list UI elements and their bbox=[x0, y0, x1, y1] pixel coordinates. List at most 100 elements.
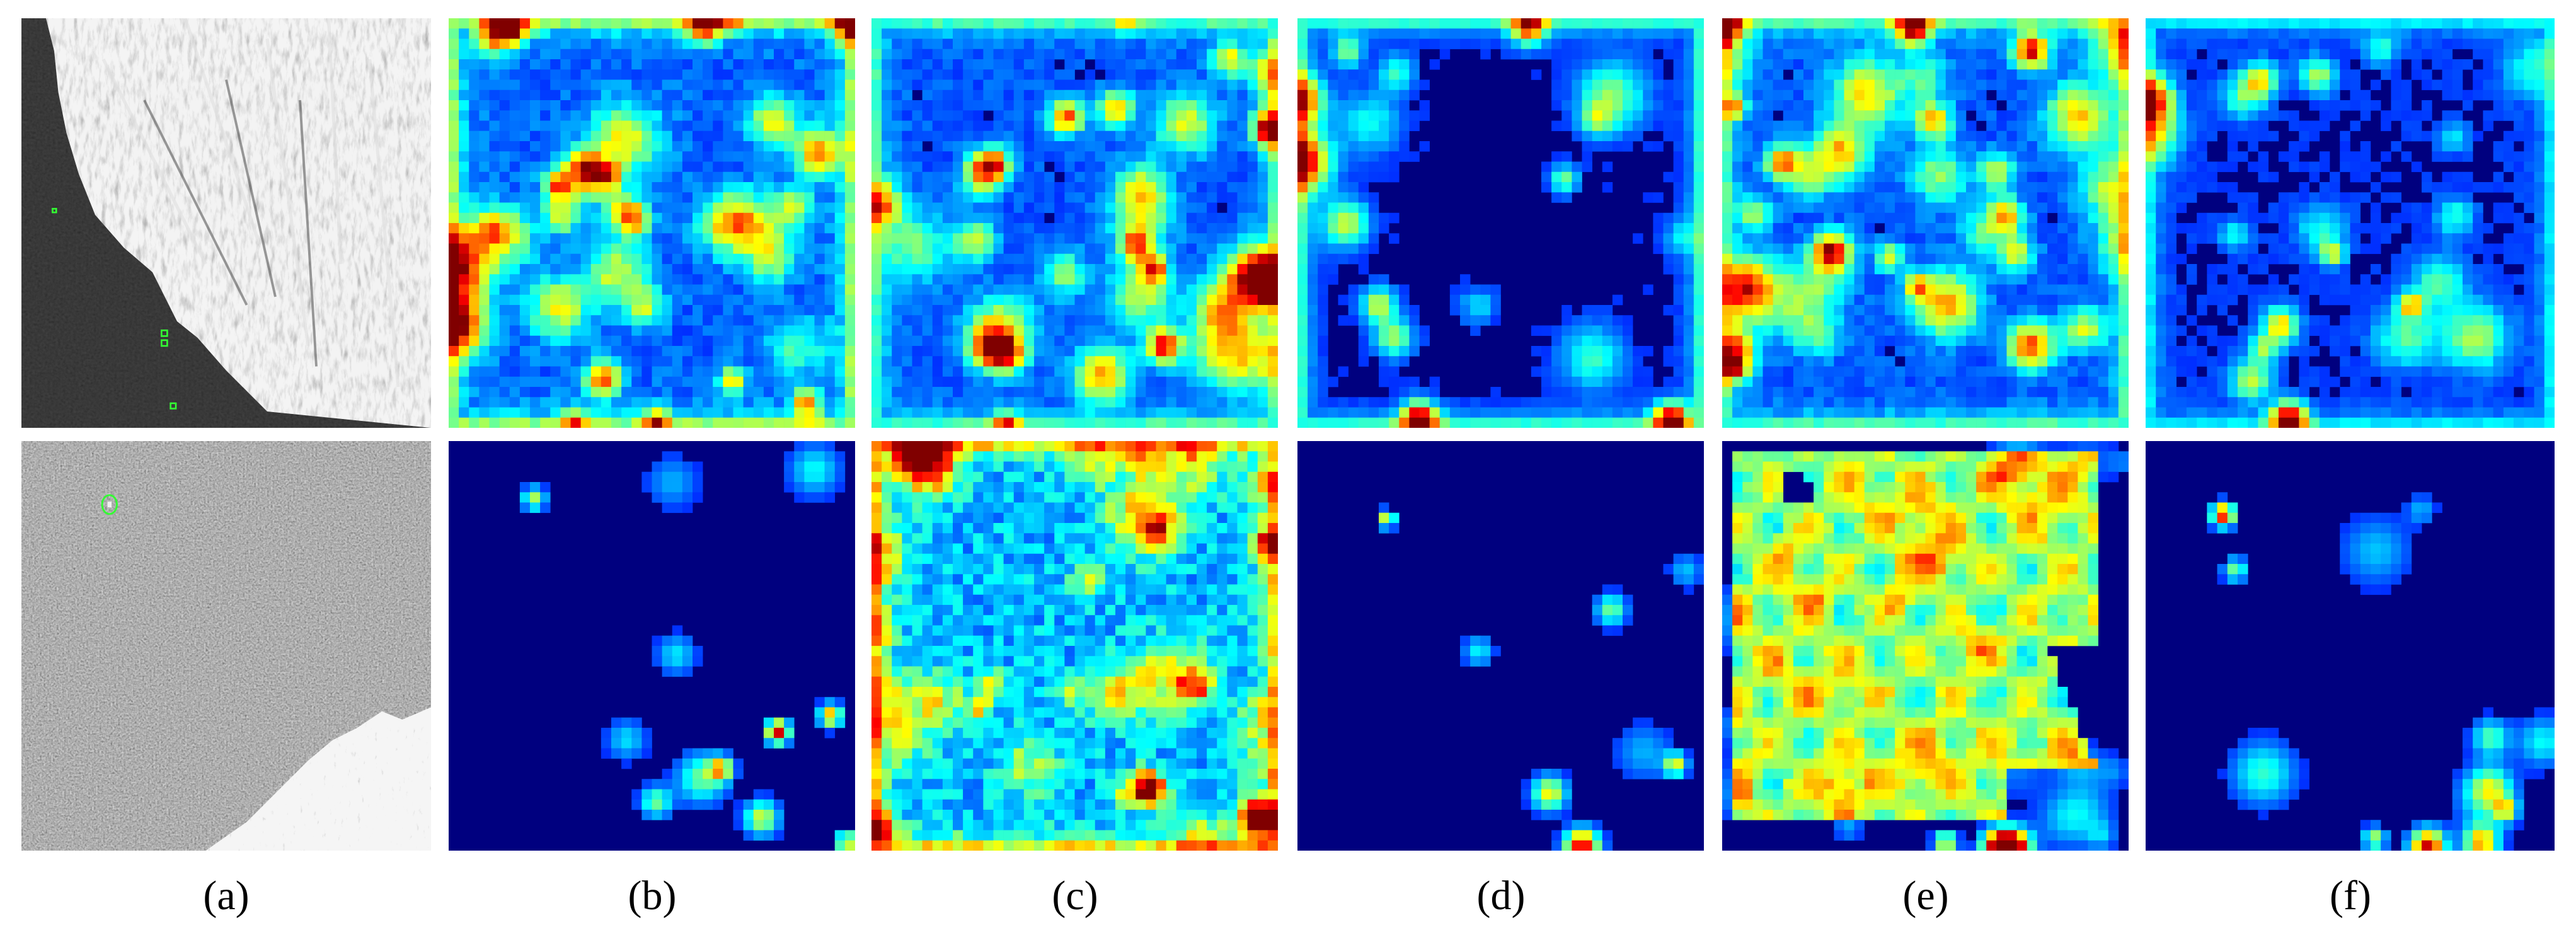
heatmap-cell bbox=[1257, 325, 1268, 336]
heatmap-cell bbox=[932, 397, 943, 408]
heatmap-cell bbox=[693, 49, 703, 60]
heatmap-cell bbox=[1561, 28, 1572, 39]
heatmap-cell bbox=[1864, 120, 1875, 132]
heatmap-cell bbox=[499, 100, 510, 111]
heatmap-cell bbox=[1379, 79, 1389, 91]
heatmap-cell bbox=[590, 356, 602, 367]
heatmap-cell bbox=[1783, 130, 1794, 142]
heatmap-cell bbox=[932, 28, 943, 39]
heatmap-cell bbox=[1297, 253, 1308, 265]
heatmap-cell bbox=[1054, 253, 1065, 265]
heatmap-cell bbox=[912, 376, 923, 388]
heatmap-cell bbox=[1693, 38, 1704, 50]
heatmap-cell bbox=[922, 346, 933, 357]
heatmap-cell bbox=[621, 28, 632, 39]
heatmap-cell bbox=[1541, 407, 1552, 418]
heatmap-cell bbox=[794, 212, 805, 224]
heatmap-cell bbox=[1095, 182, 1106, 193]
heatmap-cell bbox=[902, 417, 912, 428]
heatmap-cell bbox=[1976, 69, 1987, 80]
heatmap-cell bbox=[1044, 18, 1055, 29]
heatmap-cell bbox=[1592, 38, 1603, 50]
heatmap-cell bbox=[733, 141, 744, 152]
heatmap-cell bbox=[1267, 89, 1278, 101]
heatmap-cell bbox=[2027, 120, 2038, 132]
heatmap-cell bbox=[2078, 151, 2088, 162]
heatmap-cell bbox=[963, 59, 974, 70]
heatmap-cell bbox=[489, 130, 500, 142]
heatmap-cell bbox=[1217, 264, 1228, 275]
heatmap-cell bbox=[1237, 346, 1248, 357]
heatmap-cell bbox=[693, 346, 703, 357]
heatmap-cell bbox=[1297, 223, 1308, 234]
heatmap-cell bbox=[621, 264, 632, 275]
heatmap-cell bbox=[1308, 253, 1318, 265]
heatmap-cell bbox=[2067, 120, 2078, 132]
heatmap-cell bbox=[1054, 356, 1065, 367]
heatmap-cell bbox=[902, 243, 912, 255]
heatmap-cell bbox=[449, 161, 459, 173]
heatmap-cell bbox=[489, 192, 500, 203]
heatmap-cell bbox=[1176, 264, 1187, 275]
heatmap-cell bbox=[794, 325, 805, 336]
heatmap-cell bbox=[892, 212, 902, 224]
heatmap-cell bbox=[1247, 243, 1258, 255]
heatmap-cell bbox=[1732, 49, 1743, 60]
heatmap-cell bbox=[1115, 397, 1126, 408]
heatmap-cell bbox=[1521, 397, 1532, 408]
heatmap-cell bbox=[1915, 38, 1926, 50]
heatmap-cell bbox=[1217, 325, 1228, 336]
heatmap-cell bbox=[713, 376, 723, 388]
heatmap-cell bbox=[479, 100, 490, 111]
heatmap-cell bbox=[1935, 59, 1946, 70]
heatmap-cell bbox=[2027, 89, 2038, 101]
heatmap-cell bbox=[479, 335, 490, 347]
heatmap-cell bbox=[892, 376, 902, 388]
heatmap-cell bbox=[2118, 28, 2129, 39]
heatmap-cell bbox=[1592, 69, 1603, 80]
heatmap-cell bbox=[1207, 387, 1217, 398]
heatmap-cell bbox=[983, 161, 994, 173]
heatmap-cell bbox=[892, 130, 902, 142]
heatmap-cell bbox=[1227, 151, 1238, 162]
heatmap-cell bbox=[942, 397, 953, 408]
heatmap-cell bbox=[1793, 202, 1804, 214]
heatmap-cell bbox=[540, 356, 551, 367]
heatmap-cell bbox=[1013, 202, 1025, 214]
heatmap-cell bbox=[2027, 100, 2038, 111]
heatmap-cell bbox=[784, 366, 795, 377]
heatmap-cell bbox=[1561, 387, 1572, 398]
heatmap-cell bbox=[1074, 387, 1085, 398]
heatmap-cell bbox=[1925, 49, 1936, 60]
heatmap-cell bbox=[611, 376, 622, 388]
heatmap-cell bbox=[844, 100, 855, 111]
heatmap-cell bbox=[1643, 49, 1653, 60]
heatmap-cell bbox=[1156, 315, 1166, 326]
heatmap-cell bbox=[489, 264, 500, 275]
heatmap-cell bbox=[1722, 223, 1733, 234]
heatmap-cell bbox=[1429, 397, 1440, 408]
heatmap-cell bbox=[449, 417, 459, 428]
heatmap-cell bbox=[1814, 130, 1824, 142]
heatmap-cell bbox=[1814, 100, 1824, 111]
heatmap-cell bbox=[2088, 89, 2098, 101]
heatmap-cell bbox=[834, 79, 846, 91]
heatmap-cell bbox=[1136, 192, 1146, 203]
heatmap-cell bbox=[530, 89, 541, 101]
heatmap-cell bbox=[621, 202, 632, 214]
heatmap-cell bbox=[2118, 161, 2129, 173]
heatmap-cell bbox=[1227, 417, 1238, 428]
heatmap-cell bbox=[1318, 182, 1328, 193]
heatmap-cell bbox=[814, 264, 825, 275]
heatmap-cell bbox=[1874, 110, 1885, 121]
heatmap-cell bbox=[611, 202, 622, 214]
heatmap-cell bbox=[723, 223, 733, 234]
heatmap-cell bbox=[1572, 346, 1582, 357]
heatmap-cell bbox=[1013, 223, 1025, 234]
heatmap-cell bbox=[1955, 223, 1967, 234]
heatmap-cell bbox=[1854, 89, 1865, 101]
heatmap-cell bbox=[2027, 28, 2038, 39]
heatmap-cell bbox=[892, 294, 902, 306]
heatmap-cell bbox=[1074, 212, 1085, 224]
heatmap-cell bbox=[723, 315, 733, 326]
